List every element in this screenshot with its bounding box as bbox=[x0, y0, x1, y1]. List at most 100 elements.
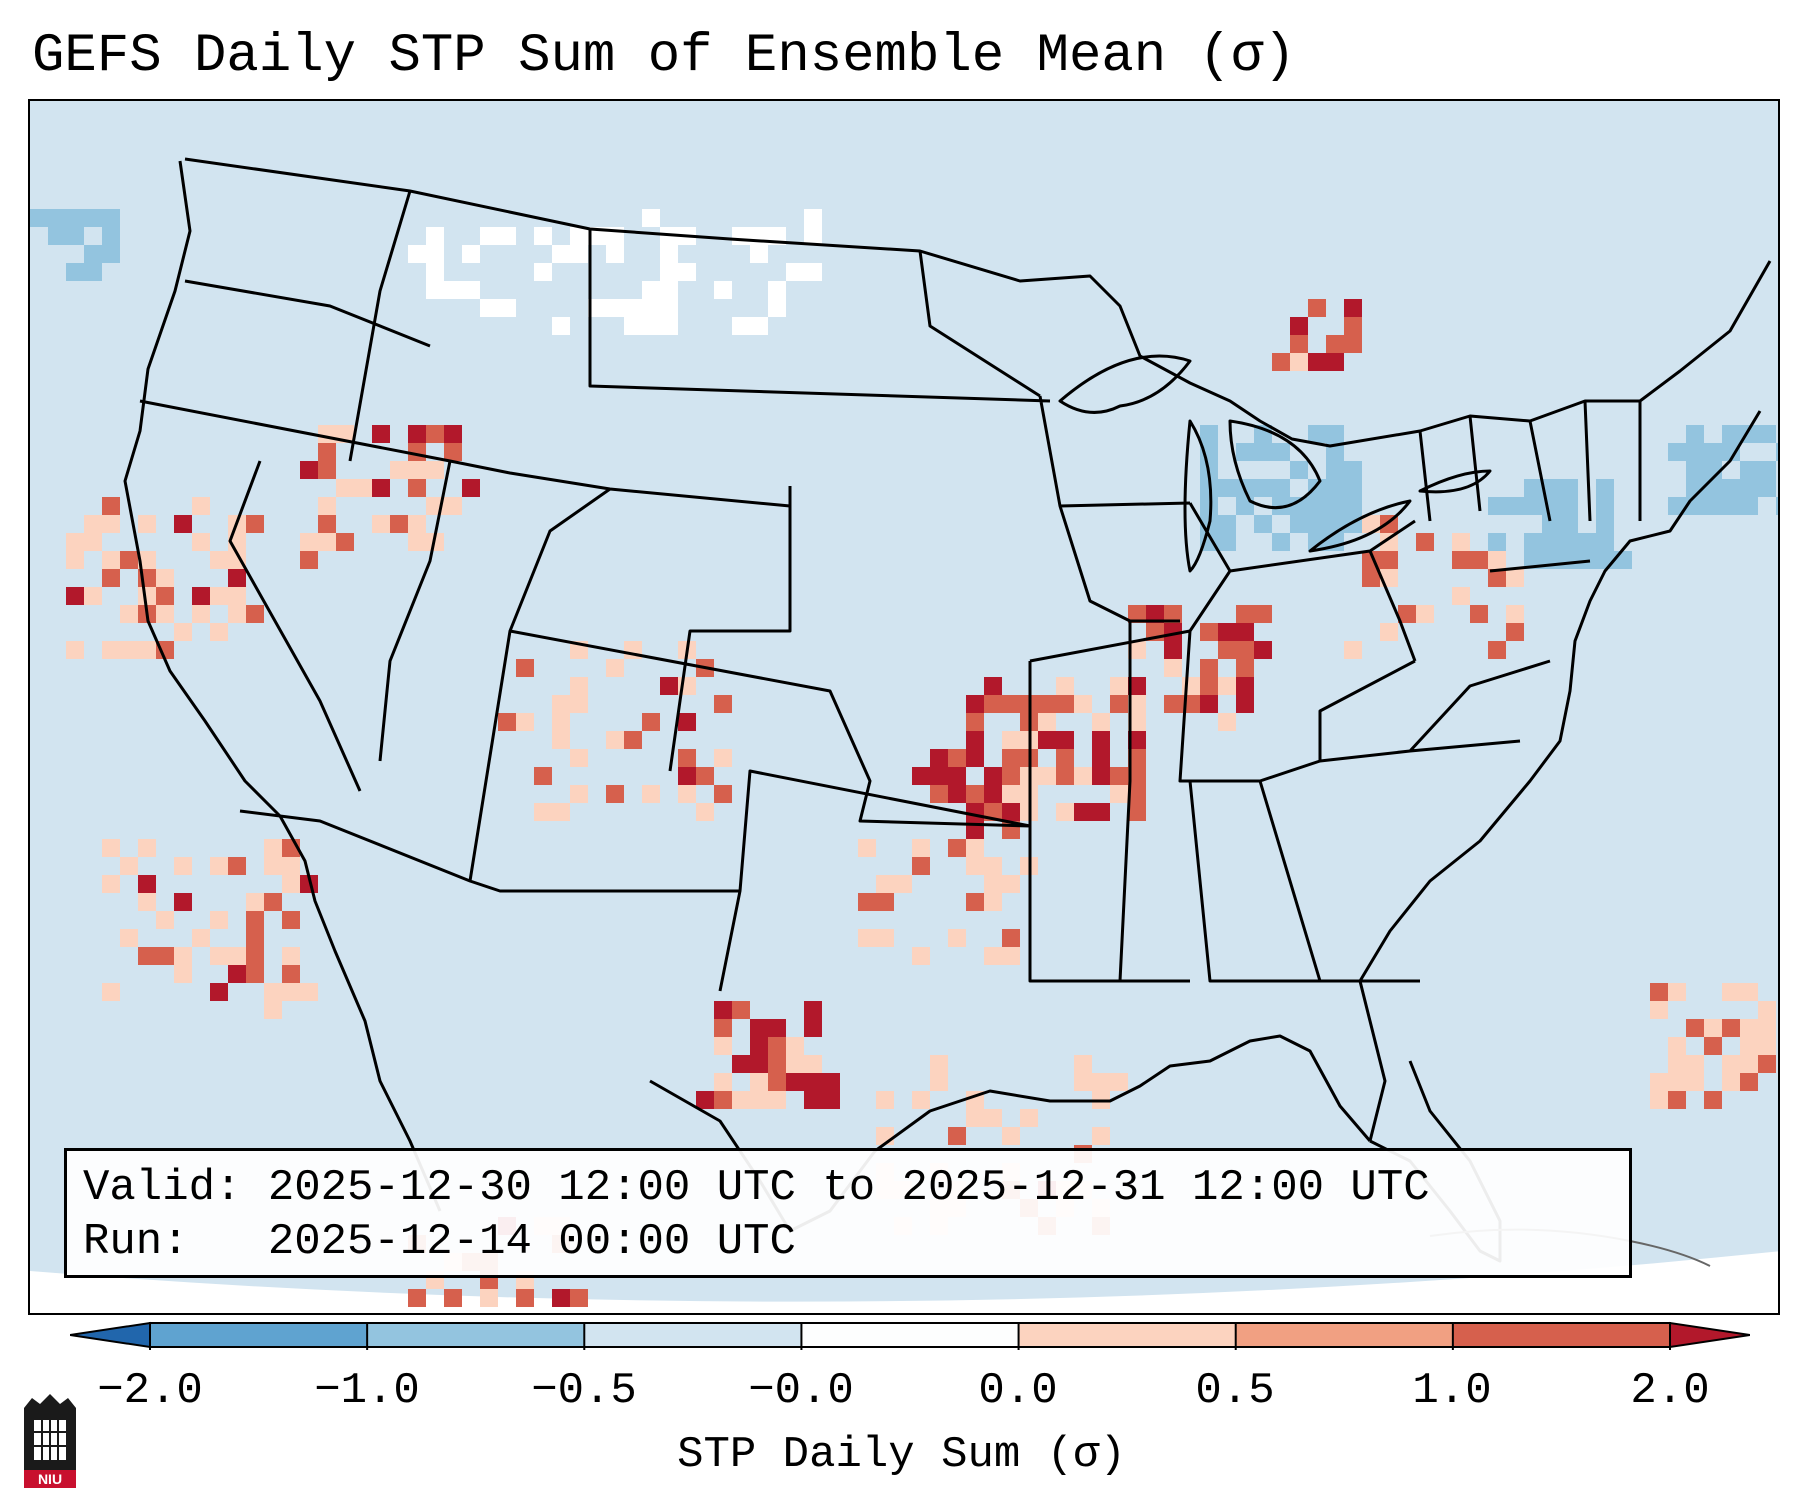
anomaly-cell bbox=[354, 479, 372, 497]
anomaly-cell bbox=[174, 947, 192, 965]
anomaly-cell bbox=[1686, 1073, 1704, 1091]
anomaly-cell bbox=[804, 263, 822, 281]
anomaly-cell bbox=[966, 785, 984, 803]
anomaly-cell bbox=[66, 227, 84, 245]
anomaly-cell bbox=[156, 569, 174, 587]
anomaly-cell bbox=[1380, 533, 1398, 551]
anomaly-cell bbox=[408, 533, 426, 551]
anomaly-cell bbox=[1128, 641, 1146, 659]
anomaly-cell bbox=[660, 317, 678, 335]
anomaly-cell bbox=[318, 533, 336, 551]
anomaly-cell bbox=[228, 857, 246, 875]
anomaly-cell bbox=[318, 443, 336, 461]
anomaly-cell bbox=[1236, 443, 1254, 461]
anomaly-cell bbox=[696, 767, 714, 785]
anomaly-cell bbox=[930, 1073, 948, 1091]
anomaly-cell bbox=[966, 839, 984, 857]
anomaly-cell bbox=[1110, 695, 1128, 713]
anomaly-cell bbox=[570, 1289, 588, 1307]
anomaly-cell bbox=[1722, 983, 1740, 1001]
anomaly-cell bbox=[408, 1289, 426, 1307]
anomaly-cell bbox=[1758, 479, 1776, 497]
anomaly-cell bbox=[750, 1091, 768, 1109]
anomaly-cell bbox=[768, 1019, 786, 1037]
anomaly-cell bbox=[228, 965, 246, 983]
anomaly-cell bbox=[462, 281, 480, 299]
anomaly-cell bbox=[444, 497, 462, 515]
anomaly-cell bbox=[966, 803, 984, 821]
anomaly-cell bbox=[750, 245, 768, 263]
anomaly-cell bbox=[1110, 677, 1128, 695]
anomaly-cell bbox=[1218, 641, 1236, 659]
anomaly-cell bbox=[1524, 551, 1542, 569]
anomaly-cell bbox=[1128, 695, 1146, 713]
anomaly-cell bbox=[1110, 1073, 1128, 1091]
anomaly-cell bbox=[1722, 1019, 1740, 1037]
anomaly-cell bbox=[102, 497, 120, 515]
anomaly-cell bbox=[732, 1091, 750, 1109]
anomaly-cell bbox=[1668, 443, 1686, 461]
anomaly-cell bbox=[1722, 497, 1740, 515]
anomaly-cell bbox=[1488, 569, 1506, 587]
anomaly-cell bbox=[1128, 803, 1146, 821]
anomaly-cell bbox=[804, 209, 822, 227]
anomaly-cell bbox=[1254, 515, 1272, 533]
colorbar bbox=[70, 1321, 1750, 1350]
anomaly-cell bbox=[1380, 623, 1398, 641]
anomaly-cell bbox=[192, 533, 210, 551]
anomaly-cell bbox=[750, 1073, 768, 1091]
anomaly-cell bbox=[1398, 605, 1416, 623]
anomaly-cell bbox=[516, 659, 534, 677]
anomaly-cell bbox=[948, 929, 966, 947]
anomaly-cell bbox=[1236, 659, 1254, 677]
anomaly-cell bbox=[876, 1091, 894, 1109]
anomaly-cell bbox=[1740, 1019, 1758, 1037]
anomaly-cell bbox=[1002, 803, 1020, 821]
anomaly-cell bbox=[1002, 767, 1020, 785]
anomaly-cell bbox=[282, 947, 300, 965]
anomaly-cell bbox=[1344, 497, 1362, 515]
anomaly-cell bbox=[120, 929, 138, 947]
anomaly-cell bbox=[696, 803, 714, 821]
anomaly-cell bbox=[210, 947, 228, 965]
anomaly-cell bbox=[1056, 677, 1074, 695]
anomaly-cell bbox=[1452, 551, 1470, 569]
stp-anomaly-map bbox=[30, 101, 1778, 1313]
anomaly-cell bbox=[930, 767, 948, 785]
anomaly-cell bbox=[786, 1055, 804, 1073]
anomaly-cell bbox=[660, 677, 678, 695]
anomaly-cell bbox=[372, 479, 390, 497]
lake-huron bbox=[1228, 419, 1322, 510]
anomaly-cell bbox=[1146, 605, 1164, 623]
anomaly-cell bbox=[1164, 641, 1182, 659]
anomaly-cell bbox=[264, 857, 282, 875]
anomaly-cell bbox=[1272, 443, 1290, 461]
anomaly-cell bbox=[1272, 533, 1290, 551]
anomaly-cell bbox=[912, 767, 930, 785]
anomaly-cell bbox=[1074, 1055, 1092, 1073]
anomaly-cell bbox=[804, 1001, 822, 1019]
valid-label: Valid: bbox=[83, 1163, 242, 1213]
anomaly-cell bbox=[948, 785, 966, 803]
anomaly-cell bbox=[678, 713, 696, 731]
anomaly-cell bbox=[84, 209, 102, 227]
anomaly-cell bbox=[678, 263, 696, 281]
anomaly-cell bbox=[1740, 1055, 1758, 1073]
anomaly-cell bbox=[606, 299, 624, 317]
anomaly-cell bbox=[1722, 1073, 1740, 1091]
anomaly-cell bbox=[1722, 425, 1740, 443]
anomaly-cell bbox=[210, 857, 228, 875]
anomaly-cell bbox=[264, 839, 282, 857]
anomaly-cell bbox=[138, 641, 156, 659]
anomaly-cell bbox=[858, 929, 876, 947]
anomaly-cell bbox=[516, 713, 534, 731]
anomaly-cell bbox=[390, 461, 408, 479]
anomaly-cell bbox=[1704, 1037, 1722, 1055]
anomaly-cell bbox=[624, 731, 642, 749]
anomaly-cell bbox=[1416, 533, 1434, 551]
anomaly-cell bbox=[768, 1091, 786, 1109]
anomaly-cell bbox=[462, 479, 480, 497]
anomaly-cell bbox=[624, 317, 642, 335]
anomaly-cell bbox=[1290, 353, 1308, 371]
anomaly-cell bbox=[1290, 515, 1308, 533]
